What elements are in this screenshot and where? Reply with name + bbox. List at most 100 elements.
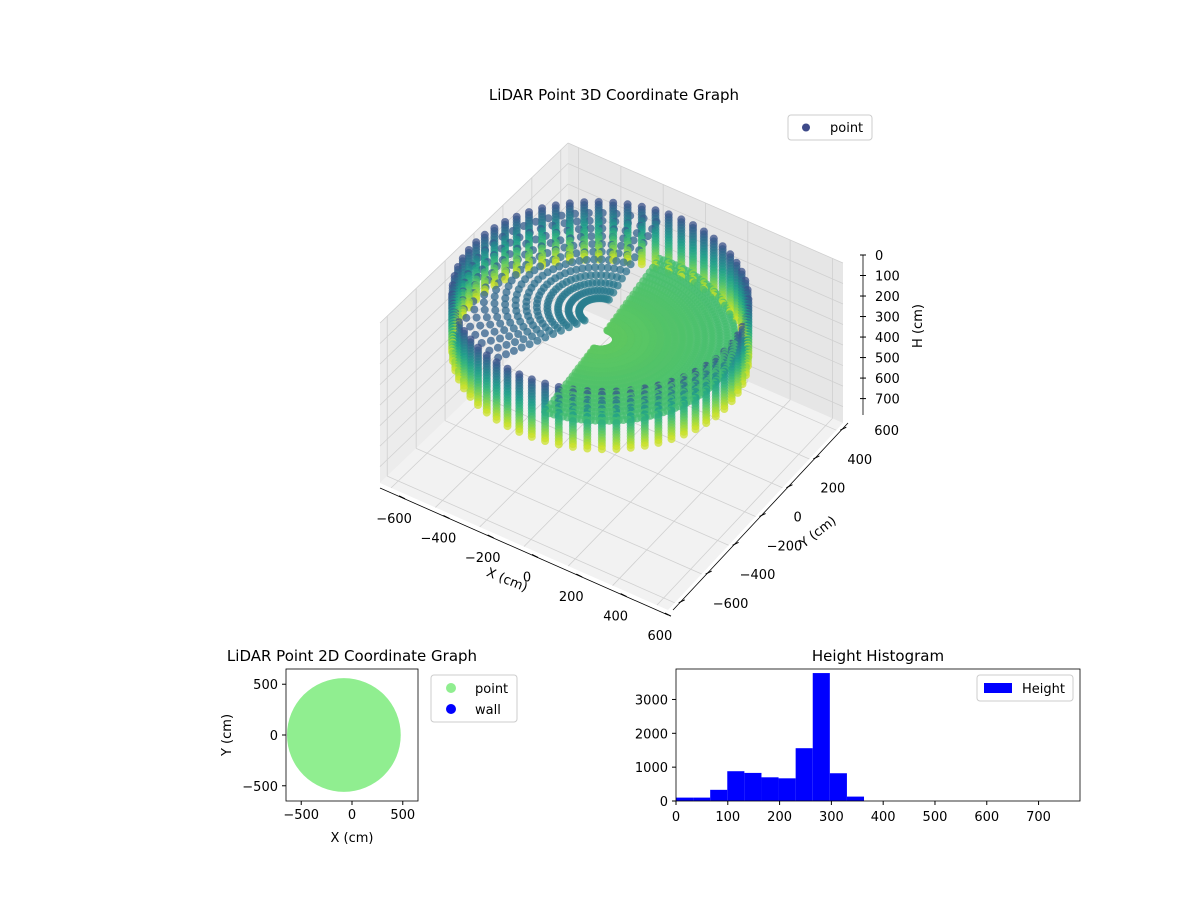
data-point-3d	[554, 440, 563, 449]
data-point-3d	[462, 313, 471, 322]
data-point-3d	[622, 267, 631, 276]
z-tick-label: 600	[875, 372, 900, 387]
data-point-3d	[544, 214, 553, 223]
data-point-3d	[514, 330, 523, 338]
histogram-bar	[778, 778, 796, 801]
data-point-3d	[619, 258, 628, 267]
x-tick-label-hist: 500	[923, 810, 948, 825]
x-axis-line	[379, 487, 669, 616]
y-tick	[840, 426, 847, 431]
data-point-3d	[509, 346, 518, 355]
data-point-3d	[527, 432, 536, 441]
data-point-3d	[643, 232, 652, 241]
x-tick	[443, 514, 450, 519]
data-point-3d	[572, 319, 581, 328]
data-point-3d	[490, 327, 499, 336]
data-point-3d	[486, 320, 495, 329]
z-tick-label: 0	[875, 249, 883, 264]
data-point-3d	[591, 263, 599, 272]
x-tick	[531, 554, 539, 558]
data-point-3d	[531, 235, 540, 244]
data-point-3d	[610, 264, 619, 273]
data-point-3d	[470, 305, 479, 314]
data-point-3d	[479, 298, 488, 307]
data-point-3d	[640, 441, 649, 450]
data-point-3d	[617, 241, 625, 250]
data-point-3d	[637, 260, 646, 269]
chart-title-hist: Height Histogram	[812, 647, 944, 665]
legend-label-wall-2d: wall	[475, 703, 501, 718]
chart-histogram: 0 100 200 300 400 500 600 700 0 1000 2000 3000 Heigh…	[635, 647, 1081, 825]
data-point-3d	[496, 319, 505, 328]
data-point-3d	[528, 332, 536, 341]
x-tick-label-hist: 400	[871, 810, 896, 825]
legend-marker-point-2d	[446, 683, 456, 693]
data-point-3d	[597, 263, 606, 272]
data-point-3d	[604, 295, 613, 304]
plot-frame-hist	[675, 668, 1081, 802]
chart-3d: −600−400−2000200400600−600−400−200020040…	[376, 86, 926, 644]
x-tick-label: 600	[648, 629, 673, 644]
y-tick-label-hist: 1000	[635, 761, 668, 776]
z-tick-label: 100	[875, 270, 900, 285]
data-point-3d	[536, 262, 545, 271]
data-point-3d	[506, 318, 515, 327]
data-point-3d	[654, 438, 663, 447]
histogram-bar	[812, 673, 830, 801]
data-point-3d	[491, 306, 500, 315]
y-tick	[813, 455, 820, 460]
data-point-3d	[519, 335, 528, 344]
chart-2d: −500 0 500 −500 0 500 X (cm) Y (cm) LiDAR Point …	[220, 647, 518, 846]
data-point-3d	[584, 263, 593, 272]
x-tick-label: −400	[421, 531, 457, 546]
data-point-3d	[490, 299, 499, 308]
data-point-3d	[492, 285, 501, 294]
data-point-3d	[496, 334, 504, 343]
legend-label-point-3d: point	[830, 121, 863, 136]
data-point-3d	[517, 343, 526, 352]
y-tick-label: −400	[740, 568, 776, 583]
data-point-3d	[509, 324, 518, 333]
data-point-3d	[466, 392, 475, 401]
y-axis-label-2d: Y (cm)	[220, 714, 235, 757]
x-tick-label-hist: 200	[767, 810, 792, 825]
data-point-3d	[613, 281, 622, 290]
x-axis-label-2d: X (cm)	[331, 831, 374, 846]
y-tick-label: −200	[767, 539, 803, 554]
legend-box-3d	[787, 114, 873, 141]
data-point-3d	[493, 313, 502, 321]
legend-marker-wall-2d	[446, 704, 456, 714]
data-point-3d	[557, 326, 565, 335]
data-point-3d	[702, 419, 711, 428]
y-tick	[705, 570, 712, 575]
y-tick-label: 0	[794, 511, 802, 526]
chart-title-3d: LiDAR Point 3D Coordinate Graph	[489, 86, 739, 104]
data-point-3d	[541, 437, 550, 445]
histogram-bar	[727, 771, 745, 801]
y-tick	[786, 484, 793, 489]
histogram-bar	[761, 777, 779, 801]
data-point-3d	[531, 217, 540, 226]
data-point-3d	[501, 275, 510, 284]
data-point-3d	[568, 442, 577, 451]
data-point-3d	[626, 260, 635, 269]
data-point-3d	[505, 332, 514, 341]
x-tick	[487, 534, 494, 539]
data-point-3d	[588, 240, 597, 248]
data-point-3d	[568, 258, 577, 267]
data-point-3d	[480, 329, 489, 338]
y-tick-label: 200	[820, 482, 845, 497]
data-point-3d	[472, 313, 481, 322]
z-tick-label: 700	[875, 393, 900, 408]
histogram-bar	[676, 797, 694, 801]
z-axis-label: H (cm)	[911, 304, 926, 348]
y-tick	[678, 599, 685, 604]
y-tick	[759, 513, 766, 517]
data-point-3d	[720, 405, 729, 413]
data-point-3d	[511, 271, 520, 279]
data-point-3d	[515, 427, 524, 436]
data-point-3d	[582, 256, 591, 264]
x-tick-label: −200	[465, 551, 501, 566]
data-point-3d	[580, 316, 589, 325]
data-point-3d	[533, 336, 542, 345]
